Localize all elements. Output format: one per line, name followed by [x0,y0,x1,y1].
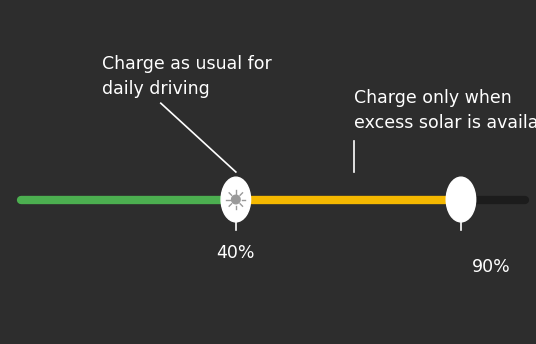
Text: 90%: 90% [472,258,510,276]
Text: Charge only when
excess solar is available: Charge only when excess solar is availab… [354,89,536,132]
Ellipse shape [221,177,251,222]
Text: 40%: 40% [217,244,255,262]
Text: Charge as usual for
daily driving: Charge as usual for daily driving [102,55,272,98]
Polygon shape [232,195,240,204]
Ellipse shape [446,177,476,222]
